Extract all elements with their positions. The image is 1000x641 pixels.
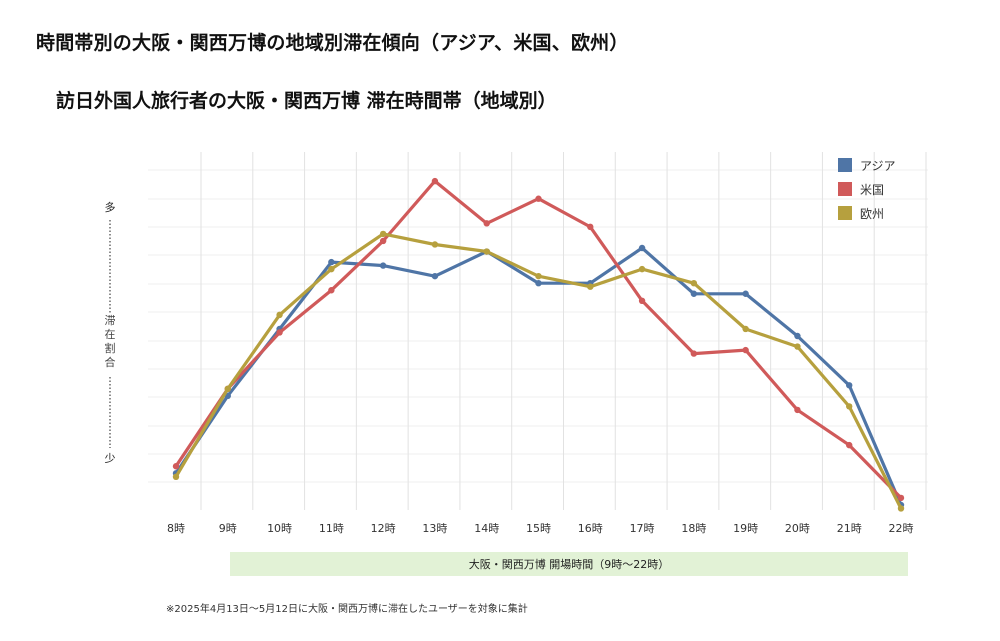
data-point: [535, 280, 542, 287]
data-point: [690, 350, 698, 357]
data-point: [172, 473, 180, 480]
x-tick-label: 10時: [267, 522, 292, 535]
legend-label: 欧州: [860, 207, 884, 221]
data-point: [794, 406, 801, 414]
data-point: [897, 505, 905, 512]
data-point: [328, 258, 335, 266]
data-point: [328, 265, 335, 273]
x-tick-label: 13時: [422, 522, 447, 535]
x-tick-label: 20時: [785, 522, 810, 535]
y-axis-label: 滞在割合: [105, 314, 116, 369]
x-tick-label: 9時: [219, 522, 237, 535]
x-tick-label: 8時: [167, 522, 185, 535]
x-tick-label: 14時: [474, 522, 499, 535]
data-point: [483, 220, 490, 227]
series-group: [172, 177, 905, 512]
data-point: [846, 382, 853, 389]
data-point: [431, 241, 439, 248]
x-tick-labels: 8時 9時 10時 11時 12時 13時 14時 15時 16時 17時 18時 19時 20時 21時…: [167, 522, 914, 535]
data-point: [638, 265, 646, 273]
data-point: [846, 403, 853, 410]
legend-swatch: [838, 158, 852, 172]
page-heading: 時間帯別の大阪・関西万博の地域別滞在傾向（アジア、米国、欧州）: [36, 32, 629, 54]
series-line: [174, 246, 903, 507]
data-point: [742, 346, 749, 354]
data-point: [276, 311, 283, 319]
data-point: [742, 325, 749, 333]
data-point: [690, 280, 698, 287]
data-point: [638, 297, 646, 304]
x-tick-label: 11時: [319, 522, 344, 535]
footnote: ※2025年4月13日〜5月12日に大阪・関西万博に滞在したユーザーを対象に集計: [166, 604, 528, 615]
x-tick-label: 16時: [578, 522, 603, 535]
data-point: [379, 230, 387, 238]
data-point: [224, 385, 231, 392]
data-point: [379, 262, 387, 269]
data-point: [276, 329, 283, 336]
data-point: [794, 332, 801, 340]
y-axis-bottom-label: 少: [105, 452, 116, 465]
x-tick-label: 12時: [371, 522, 396, 535]
data-point: [172, 463, 180, 470]
opening-hours-band-group: 大阪・関西万博 開場時間（9時〜22時）: [230, 552, 908, 576]
data-point: [483, 248, 490, 255]
y-axis-top-label: 多: [105, 200, 116, 214]
x-tick-label: 17時: [630, 522, 655, 535]
data-point: [690, 290, 698, 297]
series-line: [174, 179, 903, 500]
data-point: [535, 195, 542, 202]
data-point: [794, 343, 801, 350]
opening-hours-band: [230, 552, 908, 576]
x-tick-label: 15時: [526, 522, 551, 535]
chart-gridlines: [148, 152, 928, 510]
opening-hours-label: 大阪・関西万博 開場時間（9時〜22時）: [469, 557, 670, 571]
legend-label: アジア: [860, 159, 896, 173]
x-tick-label: 21時: [837, 522, 862, 535]
data-point: [431, 177, 439, 185]
legend-swatch: [838, 182, 852, 196]
x-tick-label: 18時: [681, 522, 706, 535]
data-point: [742, 290, 749, 297]
chart-title: 訪日外国人旅行者の大阪・関西万博 滞在時間帯（地域別）: [56, 90, 557, 112]
data-point: [897, 494, 905, 502]
series-3: [172, 230, 905, 512]
data-point: [587, 223, 594, 231]
data-point: [535, 272, 542, 280]
data-point: [379, 237, 387, 245]
series-2: [172, 177, 905, 502]
data-point: [638, 244, 646, 252]
data-point: [587, 283, 594, 290]
x-tick-label: 19時: [733, 522, 758, 535]
legend-label: 米国: [860, 183, 884, 197]
y-axis-label-group: 多 滞在割合 少: [105, 200, 116, 465]
data-point: [328, 287, 335, 294]
data-point: [431, 272, 439, 280]
legend-swatch: [838, 206, 852, 220]
data-point: [846, 441, 853, 449]
x-tick-label: 22時: [889, 522, 914, 535]
